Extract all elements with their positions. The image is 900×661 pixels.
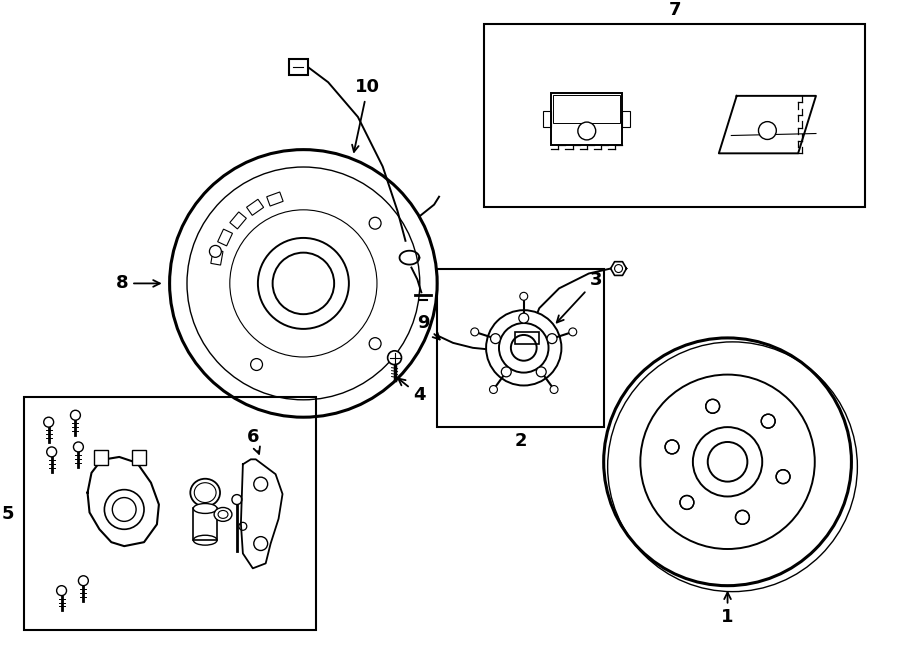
Circle shape bbox=[735, 510, 750, 524]
Circle shape bbox=[369, 338, 381, 350]
Text: 1: 1 bbox=[721, 592, 734, 627]
Circle shape bbox=[536, 367, 546, 377]
Circle shape bbox=[520, 292, 527, 300]
Circle shape bbox=[761, 414, 775, 428]
Text: 3: 3 bbox=[557, 272, 602, 323]
Circle shape bbox=[569, 328, 577, 336]
Circle shape bbox=[759, 122, 777, 139]
Circle shape bbox=[680, 496, 694, 510]
Bar bbox=[551, 93, 623, 145]
Ellipse shape bbox=[190, 479, 220, 506]
Circle shape bbox=[706, 399, 720, 413]
Text: 8: 8 bbox=[116, 274, 160, 292]
Circle shape bbox=[104, 490, 144, 529]
Circle shape bbox=[388, 351, 401, 365]
Text: 6: 6 bbox=[247, 428, 260, 454]
Text: 7: 7 bbox=[669, 1, 680, 19]
Bar bbox=[266, 192, 284, 206]
Circle shape bbox=[518, 313, 528, 323]
Bar bbox=[554, 95, 620, 123]
Ellipse shape bbox=[214, 508, 232, 522]
Circle shape bbox=[471, 328, 479, 336]
Bar bbox=[194, 508, 217, 540]
Circle shape bbox=[57, 586, 67, 596]
Circle shape bbox=[254, 537, 267, 551]
Bar bbox=[437, 268, 604, 427]
Text: 4: 4 bbox=[399, 379, 426, 405]
Circle shape bbox=[78, 576, 88, 586]
Circle shape bbox=[44, 417, 54, 427]
Bar bbox=[211, 250, 223, 265]
Circle shape bbox=[499, 323, 548, 373]
Text: 9: 9 bbox=[417, 314, 440, 340]
Circle shape bbox=[70, 410, 80, 420]
Circle shape bbox=[250, 358, 263, 370]
Circle shape bbox=[547, 334, 557, 344]
Circle shape bbox=[491, 334, 500, 344]
Bar bbox=[623, 111, 630, 127]
Circle shape bbox=[369, 217, 381, 229]
Circle shape bbox=[238, 522, 247, 530]
Circle shape bbox=[550, 385, 558, 393]
Bar bbox=[94, 450, 108, 465]
Circle shape bbox=[665, 440, 679, 454]
Polygon shape bbox=[241, 459, 283, 568]
Ellipse shape bbox=[194, 504, 217, 514]
Circle shape bbox=[501, 367, 511, 377]
Text: 2: 2 bbox=[514, 432, 526, 450]
Bar bbox=[218, 229, 232, 246]
Bar bbox=[230, 212, 247, 229]
Text: 5: 5 bbox=[2, 505, 14, 523]
Circle shape bbox=[47, 447, 57, 457]
Bar bbox=[516, 332, 539, 344]
Circle shape bbox=[490, 385, 498, 393]
Circle shape bbox=[210, 245, 221, 257]
Circle shape bbox=[74, 442, 84, 452]
Bar bbox=[247, 199, 264, 215]
Bar bbox=[24, 397, 316, 631]
Circle shape bbox=[232, 494, 242, 504]
Circle shape bbox=[254, 477, 267, 491]
Circle shape bbox=[776, 470, 790, 484]
Text: 10: 10 bbox=[352, 78, 381, 152]
Bar bbox=[484, 24, 865, 207]
Bar bbox=[289, 59, 309, 75]
Bar bbox=[544, 111, 551, 127]
Polygon shape bbox=[719, 96, 816, 153]
Bar bbox=[132, 450, 146, 465]
Polygon shape bbox=[87, 457, 159, 546]
Circle shape bbox=[486, 310, 562, 385]
Circle shape bbox=[578, 122, 596, 140]
